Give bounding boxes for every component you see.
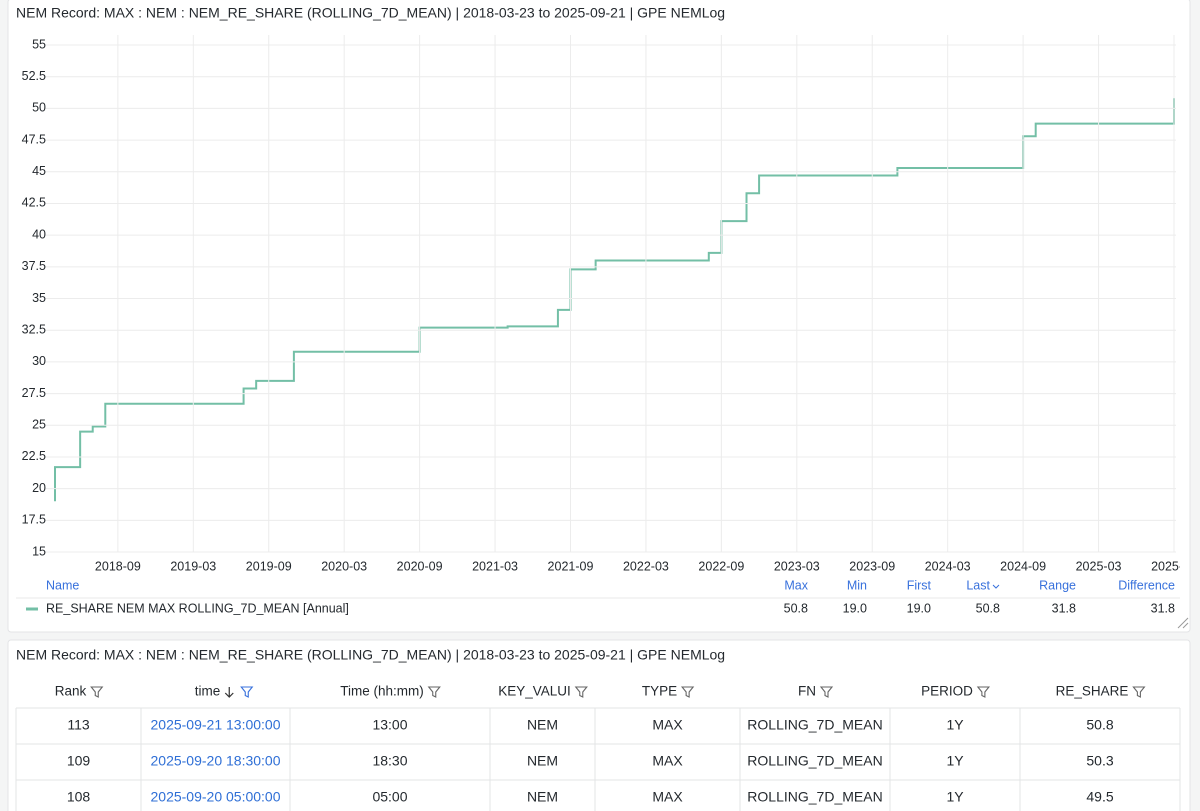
time-link[interactable]: 2025-09-20 18:30:00 bbox=[151, 753, 281, 769]
y-tick-label: 47.5 bbox=[22, 132, 46, 146]
filter-icon[interactable] bbox=[240, 686, 254, 698]
table-cell: 1Y bbox=[946, 789, 964, 805]
x-tick-label: 2023-09 bbox=[849, 559, 895, 573]
x-tick-label: 2018-09 bbox=[95, 559, 141, 573]
legend-value: 31.8 bbox=[1052, 601, 1076, 615]
table-cell: 50.3 bbox=[1086, 753, 1113, 769]
panel-title: NEM Record: MAX : NEM : NEM_RE_SHARE (RO… bbox=[16, 5, 725, 21]
x-tick-label: 2024-03 bbox=[925, 559, 971, 573]
legend-value: 19.0 bbox=[843, 601, 867, 615]
y-tick-label: 15 bbox=[32, 544, 46, 558]
y-tick-label: 52.5 bbox=[22, 69, 46, 83]
chart-panel bbox=[7, 0, 1191, 633]
column-header: FN bbox=[798, 684, 816, 699]
y-tick-label: 55 bbox=[32, 37, 46, 51]
table-cell: 18:30 bbox=[372, 753, 407, 769]
x-tick-label: 2024-09 bbox=[1000, 559, 1046, 573]
table-panel bbox=[7, 639, 1191, 811]
resize-handle[interactable] bbox=[1177, 617, 1189, 629]
table-cell: ROLLING_7D_MEAN bbox=[747, 753, 882, 769]
y-tick-label: 20 bbox=[32, 481, 46, 495]
table-cell: 13:00 bbox=[372, 717, 407, 733]
y-tick-label: 40 bbox=[32, 227, 46, 241]
column-header: RE_SHARE bbox=[1056, 684, 1129, 699]
filter-icon[interactable] bbox=[976, 686, 991, 698]
column-header: KEY_VALUI bbox=[498, 684, 571, 699]
legend-header: Name bbox=[46, 578, 79, 592]
legend-header: Difference bbox=[1118, 578, 1175, 592]
panel-title: NEM Record: MAX : NEM : NEM_RE_SHARE (RO… bbox=[16, 647, 725, 663]
x-tick-label: 2021-03 bbox=[472, 559, 518, 573]
y-tick-label: 32.5 bbox=[22, 322, 46, 336]
time-link[interactable]: 2025-09-20 05:00:00 bbox=[151, 789, 281, 805]
sort-arrow bbox=[224, 687, 234, 698]
table-cell: MAX bbox=[652, 789, 683, 805]
x-tick-label: 2025-03 bbox=[1076, 559, 1122, 573]
y-tick-label: 37.5 bbox=[22, 259, 46, 273]
table-cell: 1Y bbox=[946, 753, 964, 769]
x-tick-label: 2022-09 bbox=[698, 559, 744, 573]
y-tick-label: 25 bbox=[32, 418, 46, 432]
sort-chevron bbox=[992, 584, 1000, 589]
line-series bbox=[54, 98, 1175, 502]
y-tick-label: 17.5 bbox=[22, 513, 46, 527]
filter-icon[interactable] bbox=[427, 686, 441, 698]
table-cell: 113 bbox=[67, 717, 90, 733]
legend-value: 50.8 bbox=[976, 601, 1000, 615]
filter-icon[interactable] bbox=[1132, 686, 1146, 698]
x-tick-label: 2025-09 bbox=[1151, 559, 1197, 573]
filter-icon[interactable] bbox=[680, 686, 695, 698]
y-tick-label: 42.5 bbox=[22, 196, 46, 210]
legend-header: Last bbox=[966, 578, 990, 592]
table-cell: NEM bbox=[527, 717, 558, 733]
legend-header: Max bbox=[784, 578, 808, 592]
table-cell: MAX bbox=[652, 753, 683, 769]
table-cell: MAX bbox=[652, 717, 683, 733]
column-header: PERIOD bbox=[921, 684, 973, 699]
legend-name: RE_SHARE NEM MAX ROLLING_7D_MEAN [Annual… bbox=[46, 601, 349, 615]
x-tick-label: 2019-03 bbox=[170, 559, 216, 573]
table-cell: NEM bbox=[527, 753, 558, 769]
filter-icon[interactable] bbox=[574, 686, 588, 698]
column-header: time bbox=[195, 684, 221, 699]
legend-value: 31.8 bbox=[1151, 601, 1175, 615]
legend-value: 19.0 bbox=[907, 601, 931, 615]
y-tick-label: 22.5 bbox=[22, 449, 46, 463]
x-tick-label: 2022-03 bbox=[623, 559, 669, 573]
table-cell: ROLLING_7D_MEAN bbox=[747, 789, 882, 805]
legend-header: Min bbox=[847, 578, 867, 592]
y-tick-label: 50 bbox=[32, 101, 46, 115]
x-tick-label: 2021-09 bbox=[548, 559, 594, 573]
legend-value: 50.8 bbox=[784, 601, 808, 615]
table-cell: 50.8 bbox=[1086, 717, 1113, 733]
legend-header: Range bbox=[1039, 578, 1076, 592]
x-tick-label: 2023-03 bbox=[774, 559, 820, 573]
table-cell: 1Y bbox=[946, 717, 964, 733]
table-cell: 109 bbox=[67, 753, 91, 769]
x-tick-label: 2019-09 bbox=[246, 559, 292, 573]
filter-icon[interactable] bbox=[90, 686, 104, 698]
time-link[interactable]: 2025-09-21 13:00:00 bbox=[151, 717, 281, 733]
y-tick-label: 35 bbox=[32, 291, 46, 305]
column-header: Time (hh:mm) bbox=[340, 684, 424, 699]
table-cell: 05:00 bbox=[372, 789, 407, 805]
filter-icon[interactable] bbox=[819, 686, 834, 698]
y-tick-label: 45 bbox=[32, 164, 46, 178]
table-cell: NEM bbox=[527, 789, 558, 805]
y-tick-label: 27.5 bbox=[22, 386, 46, 400]
table-cell: 108 bbox=[67, 789, 91, 805]
table-cell: 49.5 bbox=[1086, 789, 1113, 805]
x-tick-label: 2020-03 bbox=[321, 559, 367, 573]
column-header: TYPE bbox=[642, 684, 677, 699]
y-tick-label: 30 bbox=[32, 354, 46, 368]
plot: 2018-09 2019-03 2019-09 2020-03 2020-09 2021-… bbox=[54, 98, 1197, 573]
legend-header: First bbox=[907, 578, 932, 592]
x-tick-label: 2020-09 bbox=[397, 559, 443, 573]
column-header: Rank bbox=[55, 684, 87, 699]
table-cell: ROLLING_7D_MEAN bbox=[747, 717, 882, 733]
